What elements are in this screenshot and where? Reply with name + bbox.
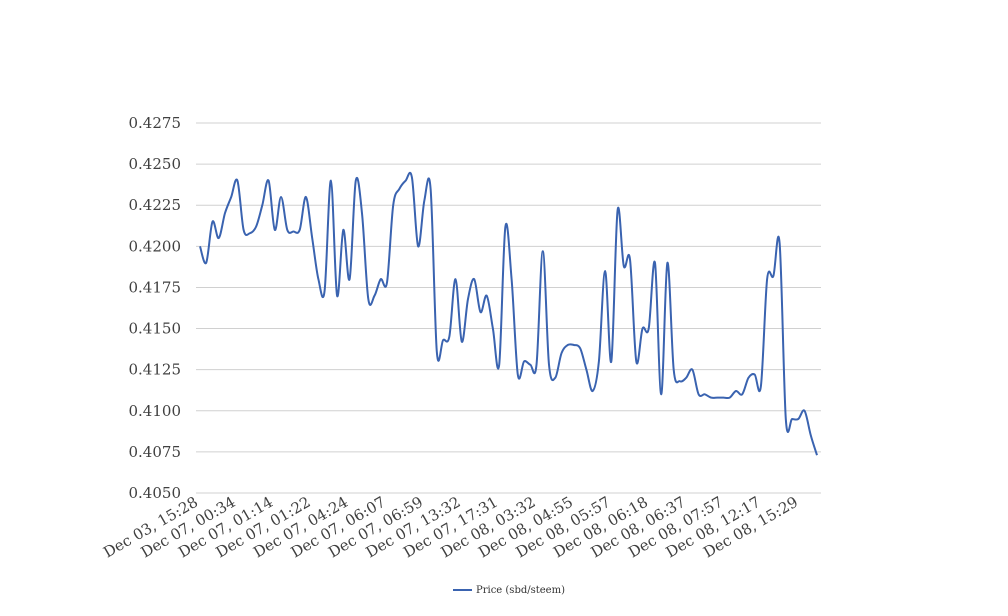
y-tick-label: 0.4175 bbox=[129, 278, 182, 296]
y-tick-label: 0.4075 bbox=[129, 443, 182, 461]
grid-lines bbox=[196, 122, 821, 494]
y-tick-label: 0.4225 bbox=[129, 196, 182, 214]
series-layer bbox=[199, 171, 818, 456]
y-tick-label: 0.4200 bbox=[129, 237, 182, 255]
series-line-price bbox=[199, 171, 818, 456]
legend: Price (sbd/steem) bbox=[453, 585, 565, 596]
y-tick-label: 0.4250 bbox=[129, 155, 182, 173]
y-axis-ticks: 0.4050 0.4075 0.4100 0.4125 0.4150 0.4175 0.42… bbox=[129, 114, 182, 502]
y-tick-label: 0.4275 bbox=[129, 114, 182, 132]
y-tick-label: 0.4050 bbox=[129, 484, 182, 502]
legend-label-price: Price (sbd/steem) bbox=[476, 585, 565, 596]
y-tick-label: 0.4125 bbox=[129, 361, 182, 379]
y-tick-label: 0.4100 bbox=[129, 402, 182, 420]
y-tick-label: 0.4150 bbox=[129, 320, 182, 338]
